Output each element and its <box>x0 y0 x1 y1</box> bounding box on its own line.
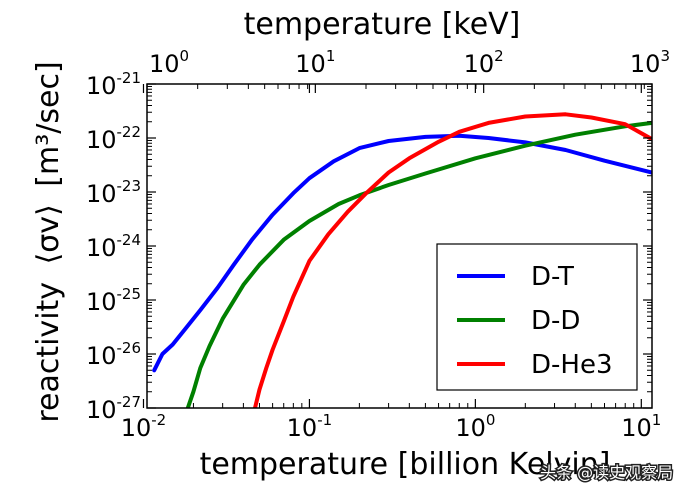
x-axis-title: temperature [billion Kelvin] <box>200 447 611 482</box>
series-layer <box>152 112 652 408</box>
legend: D-T D-D D-He3 <box>436 243 638 391</box>
y-tick-label: 10-25 <box>86 285 141 316</box>
x-tick-label: 10-1 <box>287 411 333 442</box>
y-tick-label: 10-23 <box>86 177 141 208</box>
ticks-layer: 10-2 10-1 100 101 100 101 102 103 10-21 10-22 10-2… <box>86 47 670 442</box>
x-tick-label: 10-2 <box>121 411 167 442</box>
y-tick-label: 10-21 <box>86 69 141 100</box>
legend-label: D-He3 <box>531 350 613 380</box>
y-tick-label: 10-24 <box>86 231 141 262</box>
top-x-tick-label: 101 <box>295 47 335 78</box>
x-tick-label: 100 <box>455 411 495 442</box>
top-x-tick-label: 100 <box>149 47 189 78</box>
series-line-d-d <box>185 120 652 408</box>
series-line-d-t <box>152 133 652 373</box>
top-x-tick-label: 102 <box>464 47 504 78</box>
x-tick-label: 101 <box>621 411 661 442</box>
watermark: 头条 @读史观察局 <box>539 462 675 484</box>
series-line-d-he3 <box>253 112 652 408</box>
y-axis-title-text: reactivity <box>31 282 66 423</box>
y-axis-title-units: [m³/sec] <box>31 61 66 186</box>
legend-label: D-D <box>531 306 580 336</box>
y-tick-label: 10-27 <box>86 393 141 424</box>
y-tick-label: 10-26 <box>86 339 141 370</box>
top-x-tick-label: 103 <box>630 47 670 78</box>
legend-label: D-T <box>531 262 574 292</box>
y-axis-title: reactivity ⟨σv⟩ [m³/sec] <box>31 61 66 422</box>
top-x-axis-title: temperature [keV] <box>244 7 521 42</box>
svg-text:reactivity ⟨σv⟩ [m: reactivity ⟨σv⟩ [m³/sec] <box>31 61 66 422</box>
y-tick-label: 10-22 <box>86 123 141 154</box>
y-axis-title-symbol: ⟨σv⟩ <box>31 204 66 264</box>
watermark-text: 头条 @读史观察局 <box>540 463 673 482</box>
